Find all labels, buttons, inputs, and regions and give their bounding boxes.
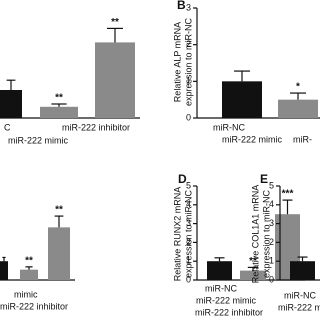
y-tick-label: 3	[269, 218, 274, 228]
x-tick-label: miR-NC	[213, 122, 245, 132]
x-tick-label: miR-222 mimic	[196, 295, 257, 305]
significance-label: *	[296, 82, 300, 93]
x-tick-label: miR-222 mimic	[8, 135, 69, 145]
x-tick-label: miR-222 m	[278, 302, 320, 312]
y-tick-label: 2	[186, 237, 191, 247]
bar	[20, 269, 38, 280]
x-tick-label: miR-NC	[284, 290, 316, 300]
y-tick-label: 2	[186, 39, 191, 49]
bar	[240, 270, 266, 280]
x-tick-label: miR-222 inhibitor	[62, 122, 130, 132]
y-tick-label: 5	[269, 180, 274, 190]
x-tick-label: miR-222 inhibitor	[0, 301, 68, 311]
y-tick-label: 0	[186, 274, 191, 284]
bar	[207, 261, 232, 280]
bar	[0, 90, 22, 118]
y-axis-label: Relative RUNX2 mRNA	[172, 187, 182, 282]
significance-label: **	[25, 255, 33, 266]
y-tick-label: 3	[186, 2, 191, 12]
y-axis-label: Relative ALP mRNA	[172, 22, 182, 102]
y-tick-label: 1	[186, 256, 191, 266]
bar	[95, 42, 135, 118]
y-tick-label: 4	[186, 199, 191, 209]
x-tick-label: miR-	[293, 134, 312, 144]
bar	[40, 106, 78, 118]
y-axis-label: Relative COL1A1 mRNA	[250, 185, 260, 284]
panel-label: E	[260, 172, 268, 186]
significance-label: **	[249, 256, 257, 267]
y-axis-label: expression to miR-NC	[183, 189, 193, 278]
significance-label: **	[55, 93, 63, 104]
x-tick-label: miR-222 mimic	[222, 134, 283, 144]
y-tick-label: 1	[186, 76, 191, 86]
x-tick-label: mimic	[14, 289, 38, 299]
significance-label: ***	[282, 189, 294, 200]
bar	[48, 227, 70, 280]
significance-label: **	[55, 205, 63, 216]
y-tick-label: 2	[269, 237, 274, 247]
y-tick-label: 0	[269, 274, 274, 284]
x-tick-label: miR-222 inhibitor	[195, 307, 263, 317]
bar	[290, 261, 315, 280]
significance-label: **	[111, 17, 119, 28]
y-tick-label: 3	[186, 218, 191, 228]
bar	[278, 99, 318, 118]
y-tick-label: 0	[186, 112, 191, 122]
y-axis-label: expression to miR-NC	[183, 17, 193, 106]
y-axis-label: expression to miR-NC	[261, 189, 271, 278]
x-tick-label: miR-NC	[205, 283, 237, 293]
y-tick-label: 4	[269, 199, 274, 209]
panel-label: D	[178, 172, 187, 186]
bar	[0, 261, 8, 280]
y-tick-label: 5	[186, 180, 191, 190]
bar	[222, 81, 262, 118]
panel-label: B	[177, 0, 186, 12]
y-tick-label: 1	[269, 256, 274, 266]
x-tick-label: C	[4, 122, 11, 132]
